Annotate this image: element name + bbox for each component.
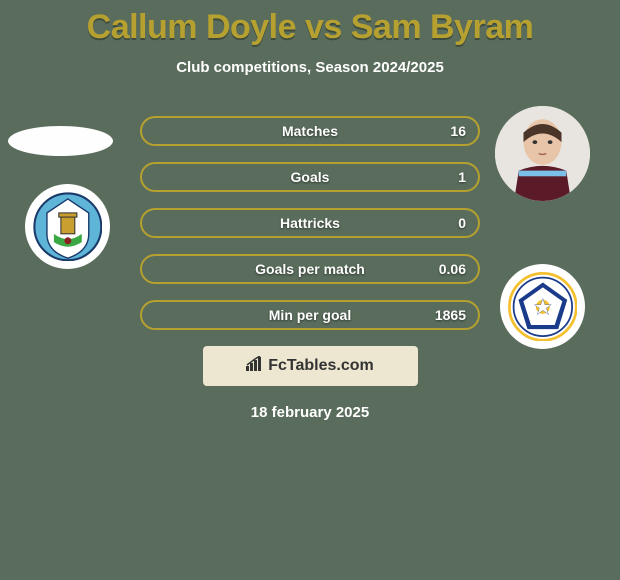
chart-icon — [246, 356, 264, 377]
stat-row-goals: Goals 1 — [140, 162, 480, 192]
stat-row-matches: Matches 16 — [140, 116, 480, 146]
player2-photo — [495, 106, 590, 201]
leeds-crest-icon — [508, 272, 578, 342]
stat-value: 16 — [450, 123, 466, 139]
stat-label: Goals per match — [255, 261, 365, 277]
subtitle: Club competitions, Season 2024/2025 — [0, 59, 620, 76]
player-face-icon — [495, 106, 590, 201]
club2-crest — [500, 264, 585, 349]
stats-list: Matches 16 Goals 1 Hattricks 0 Goals per… — [140, 116, 480, 330]
stat-label: Hattricks — [280, 215, 340, 231]
branding-badge: FcTables.com — [203, 346, 418, 386]
main-content: Matches 16 Goals 1 Hattricks 0 Goals per… — [0, 116, 620, 421]
page-title: Callum Doyle vs Sam Byram — [0, 0, 620, 47]
stat-value: 0.06 — [439, 261, 466, 277]
stat-value: 1 — [458, 169, 466, 185]
stat-row-min-per-goal: Min per goal 1865 — [140, 300, 480, 330]
stat-label: Min per goal — [269, 307, 351, 323]
stat-row-goals-per-match: Goals per match 0.06 — [140, 254, 480, 284]
stat-label: Goals — [291, 169, 330, 185]
coventry-crest-icon — [33, 192, 103, 262]
stat-label: Matches — [282, 123, 338, 139]
date-label: 18 february 2025 — [0, 404, 620, 421]
club1-crest — [25, 184, 110, 269]
stat-row-hattricks: Hattricks 0 — [140, 208, 480, 238]
branding-text: FcTables.com — [268, 357, 374, 375]
stat-value: 1865 — [435, 307, 466, 323]
stat-value: 0 — [458, 215, 466, 231]
player1-photo — [8, 126, 113, 156]
